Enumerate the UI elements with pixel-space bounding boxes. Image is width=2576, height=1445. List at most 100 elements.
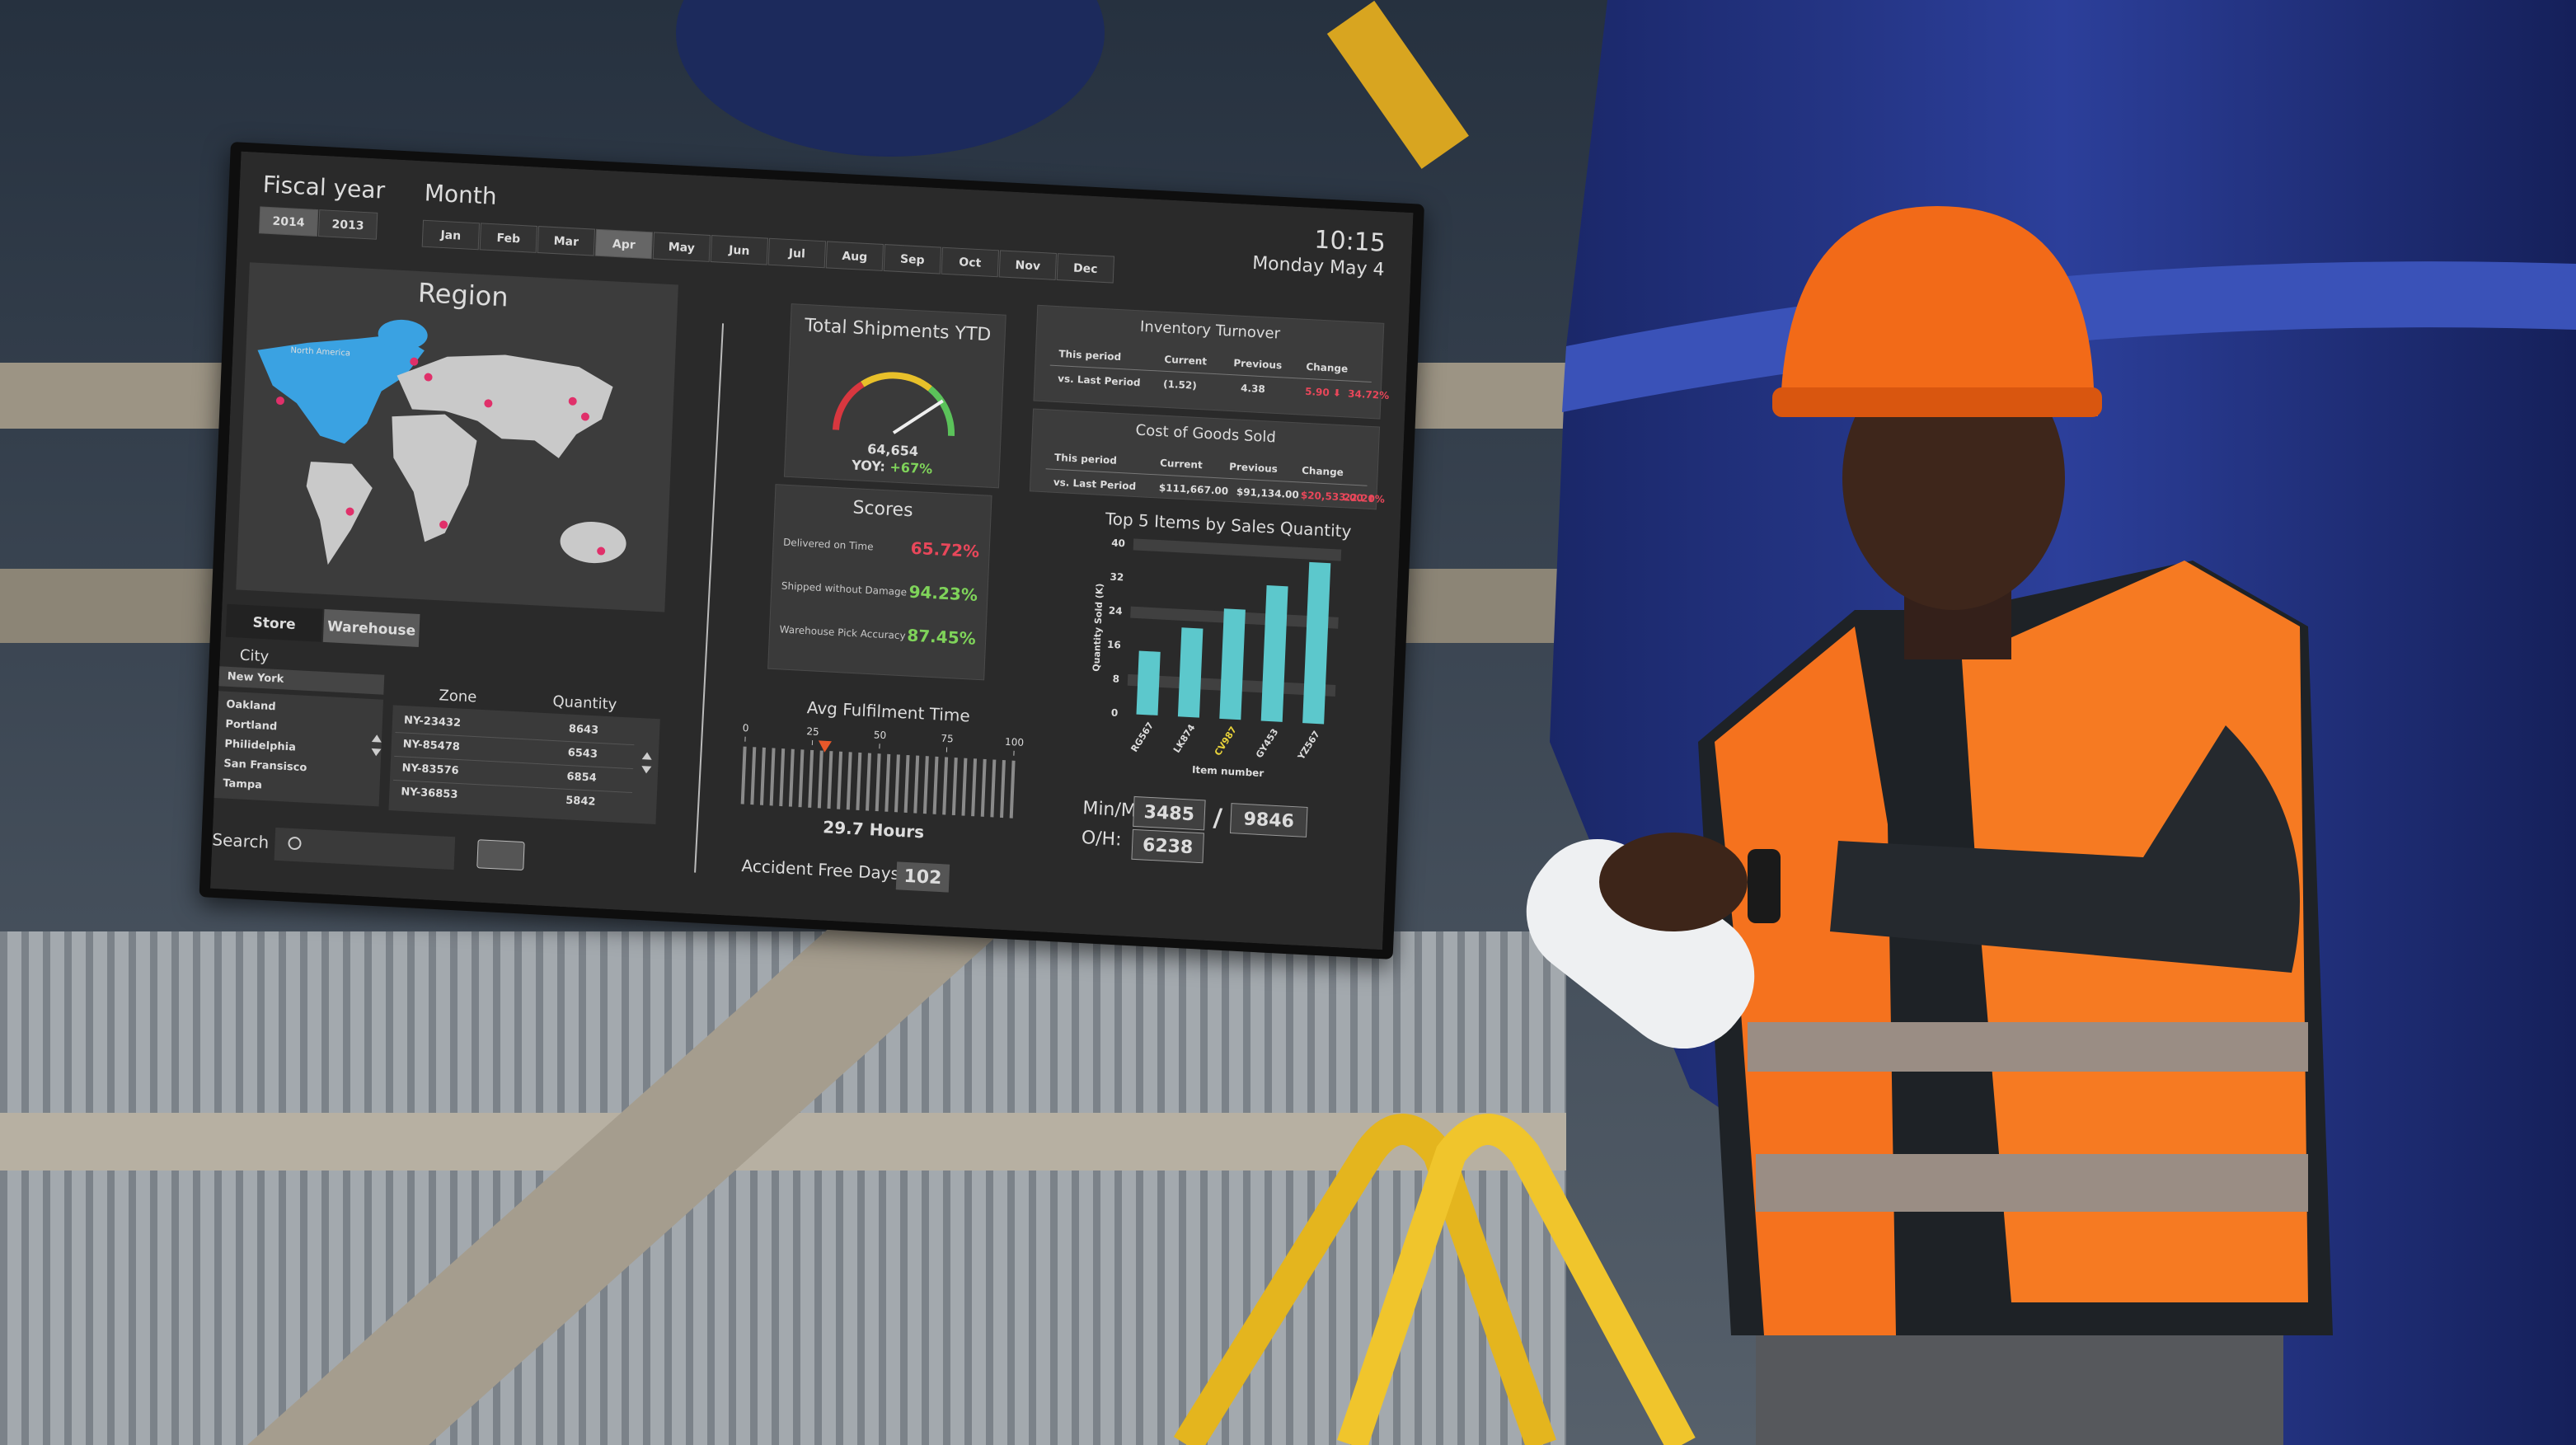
year-button[interactable] — [317, 209, 378, 240]
y-tick-label: 8 — [1112, 673, 1119, 684]
slider-bar — [951, 758, 958, 816]
slider-bar — [827, 751, 833, 809]
table-header: Current — [1160, 457, 1203, 472]
slider-bar — [894, 754, 900, 813]
month-button[interactable] — [421, 219, 481, 251]
month-text[interactable]: Dec — [1073, 262, 1098, 277]
table-cell: 22.20% — [1344, 491, 1386, 505]
map-dot — [345, 507, 354, 516]
bar — [1260, 585, 1288, 722]
map-dot — [424, 373, 433, 382]
month-button[interactable] — [479, 223, 538, 253]
row-separator — [392, 779, 632, 794]
month-text[interactable]: Oct — [959, 256, 982, 270]
month-button[interactable] — [825, 241, 884, 271]
slider-bar — [913, 755, 920, 814]
table-cell: 5.90 ⬇ — [1305, 386, 1341, 399]
tab[interactable] — [322, 608, 420, 647]
city-select[interactable] — [218, 666, 385, 695]
slider-bar — [769, 748, 776, 806]
year-text[interactable]: 2014 — [272, 215, 305, 230]
year-text[interactable]: 2013 — [331, 218, 364, 232]
oh-value: 6238 — [1143, 835, 1194, 858]
city-list — [213, 691, 384, 807]
slider-bar — [798, 749, 805, 808]
month-button[interactable] — [1056, 253, 1115, 284]
keyboard-button[interactable] — [476, 839, 525, 870]
table-cell: $91,134.00 — [1236, 486, 1300, 500]
city-item[interactable]: Philidelphia — [224, 738, 296, 754]
slider-bar — [942, 757, 949, 815]
paper-roll — [1526, 838, 1755, 1049]
greenland — [378, 319, 428, 350]
table-header: Previous — [1229, 461, 1278, 475]
yellow-railing — [1337, 1114, 1696, 1445]
zone-cell: 8643 — [569, 723, 599, 737]
table-header: This period — [1058, 348, 1121, 363]
month-label: Month — [424, 179, 497, 210]
month-button[interactable] — [883, 244, 942, 274]
slider-bar — [740, 746, 747, 805]
worker-hand — [1599, 833, 1748, 931]
watch — [1748, 849, 1781, 923]
accident-value: 102 — [903, 866, 942, 889]
year-button[interactable] — [258, 206, 319, 237]
month-text[interactable]: May — [668, 241, 695, 256]
month-text[interactable]: Mar — [553, 235, 579, 250]
yoy-value: +67% — [889, 458, 932, 476]
city-item[interactable]: Oakland — [226, 698, 276, 713]
oh-box — [1131, 828, 1204, 864]
eurasia — [396, 354, 613, 458]
slider-marker — [818, 740, 832, 753]
slider-bar — [837, 751, 843, 809]
month-button[interactable] — [652, 232, 711, 262]
slider-tick-label: 0 — [742, 722, 748, 734]
australia — [560, 522, 626, 564]
city-item[interactable]: Tampa — [223, 777, 262, 791]
scroll-arrows[interactable] — [371, 734, 382, 757]
month-text[interactable]: Feb — [496, 232, 520, 246]
month-button[interactable] — [710, 235, 769, 265]
scores-panel — [767, 484, 992, 681]
month-button[interactable] — [594, 228, 654, 260]
scroll-arrows[interactable] — [641, 752, 652, 774]
search-icon — [288, 837, 302, 851]
slider-bar — [808, 749, 814, 808]
month-text[interactable]: Jul — [787, 246, 805, 260]
city-selected[interactable]: New York — [227, 670, 284, 686]
score-value: 65.72% — [910, 538, 979, 561]
search-label: Search — [212, 829, 270, 852]
table-cell: $20,533.00 ⬆ — [1301, 490, 1376, 505]
table-cell: $111,667.00 — [1159, 482, 1229, 497]
row-separator — [394, 755, 634, 770]
tab-text[interactable]: Store — [252, 614, 296, 633]
table-cell: vs. Last Period — [1053, 476, 1137, 492]
duct — [676, 0, 1105, 157]
month-text[interactable]: Nov — [1015, 259, 1040, 274]
map-dot — [580, 412, 589, 421]
city-item[interactable]: Portland — [225, 718, 278, 733]
max-box — [1229, 803, 1308, 837]
search-box[interactable] — [274, 827, 456, 870]
month-button[interactable] — [767, 237, 827, 269]
tab[interactable] — [225, 603, 323, 642]
fiscal-year-label: Fiscal year — [262, 171, 386, 204]
zone-table — [388, 705, 660, 825]
world-map: North America — [257, 319, 626, 565]
month-button[interactable] — [537, 226, 596, 256]
zone-cell: NY-23432 — [404, 715, 462, 730]
month-text[interactable]: Sep — [900, 253, 925, 268]
cogs-panel — [1029, 408, 1381, 510]
month-text[interactable]: Jun — [728, 244, 750, 258]
month-button[interactable] — [941, 246, 1000, 278]
month-text[interactable]: Aug — [842, 250, 867, 265]
slider-tick-label: 100 — [1005, 736, 1024, 748]
monitor: Fiscal year Month 10:15 Monday May 4 Reg… — [199, 142, 1424, 959]
month-text[interactable]: Jan — [439, 228, 461, 242]
slider-bar — [884, 753, 891, 812]
city-item[interactable]: San Fransisco — [223, 758, 307, 774]
yellow-railing — [1173, 1114, 1556, 1445]
y-tick-label: 24 — [1109, 605, 1123, 617]
month-button[interactable] — [998, 250, 1058, 280]
month-text[interactable]: Apr — [612, 237, 636, 251]
